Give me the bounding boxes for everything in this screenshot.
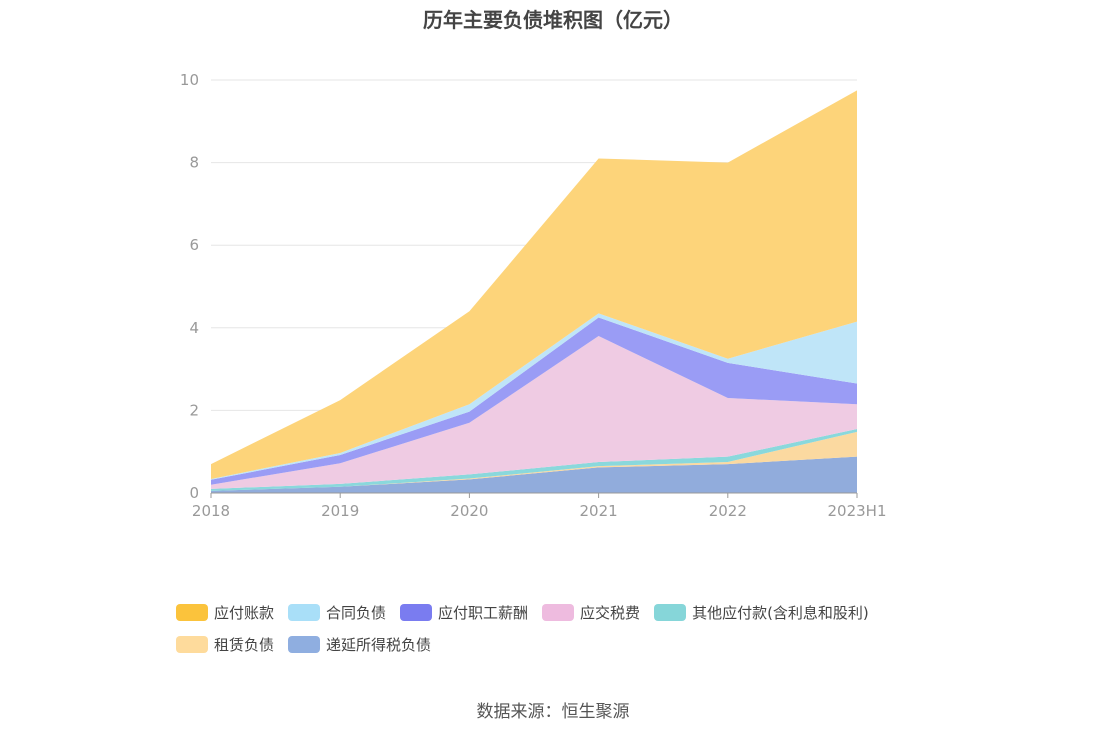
y-tick-label: 6 [189, 236, 199, 254]
y-tick-label: 0 [189, 484, 199, 502]
y-tick-label: 8 [189, 154, 199, 172]
legend-swatch [176, 603, 208, 621]
x-tick-label: 2018 [192, 502, 230, 520]
legend-item-employee-payables[interactable]: 应付职工薪酬 [400, 602, 528, 623]
legend-swatch [288, 635, 321, 653]
legend-label: 应交税费 [580, 603, 641, 622]
legend-row-1: 应付账款 合同负债 应付职工薪酬 应交税费 其他应付款(含利息和股利) [176, 598, 936, 626]
legend-label: 合同负债 [326, 603, 387, 622]
series-area [211, 428, 857, 491]
legend: 应付账款 合同负债 应付职工薪酬 应交税费 其他应付款(含利息和股利) 租赁负债… [176, 598, 936, 662]
x-tick-label: 2023H1 [828, 502, 887, 520]
data-source: 数据来源：恒生聚源 [476, 702, 630, 722]
y-tick-label: 2 [189, 401, 199, 419]
legend-label: 其他应付款(含利息和股利) [692, 603, 869, 622]
series-area [211, 456, 857, 493]
legend-item-contract-liabilities[interactable]: 合同负债 [288, 602, 386, 623]
legend-item-lease-liabilities[interactable]: 租赁负债 [176, 634, 274, 655]
x-tick-label: 2020 [450, 502, 488, 520]
legend-item-deferred-tax-liabilities[interactable]: 递延所得税负债 [288, 634, 431, 655]
stacked-area-chart: 0 2 4 6 8 10 2018 2019 2020 2021 2022 2023H1 [180, 71, 887, 520]
legend-item-accounts-payable[interactable]: 应付账款 [176, 602, 274, 623]
legend-swatch [654, 603, 687, 621]
legend-swatch [176, 635, 208, 653]
series-area [211, 90, 857, 479]
y-tick-label: 4 [189, 319, 199, 337]
legend-swatch [542, 603, 575, 621]
legend-label: 应付职工薪酬 [438, 603, 529, 622]
legend-swatch [288, 603, 321, 621]
legend-item-taxes-payable[interactable]: 应交税费 [542, 602, 640, 623]
series-area [211, 317, 857, 485]
legend-label: 应付账款 [214, 603, 275, 622]
legend-label: 递延所得税负债 [326, 635, 432, 654]
legend-swatch [400, 603, 433, 621]
series-area [211, 336, 857, 489]
legend-item-other-payables[interactable]: 其他应付款(含利息和股利) [654, 602, 869, 623]
chart-title: 历年主要负债堆积图（亿元） [423, 8, 683, 32]
x-tick-label: 2021 [580, 502, 618, 520]
legend-row-2: 租赁负债 递延所得税负债 [176, 630, 936, 658]
legend-label: 租赁负债 [214, 635, 275, 654]
y-tick-label: 10 [180, 71, 199, 89]
x-tick-label: 2022 [709, 502, 747, 520]
x-tick-label: 2019 [321, 502, 359, 520]
